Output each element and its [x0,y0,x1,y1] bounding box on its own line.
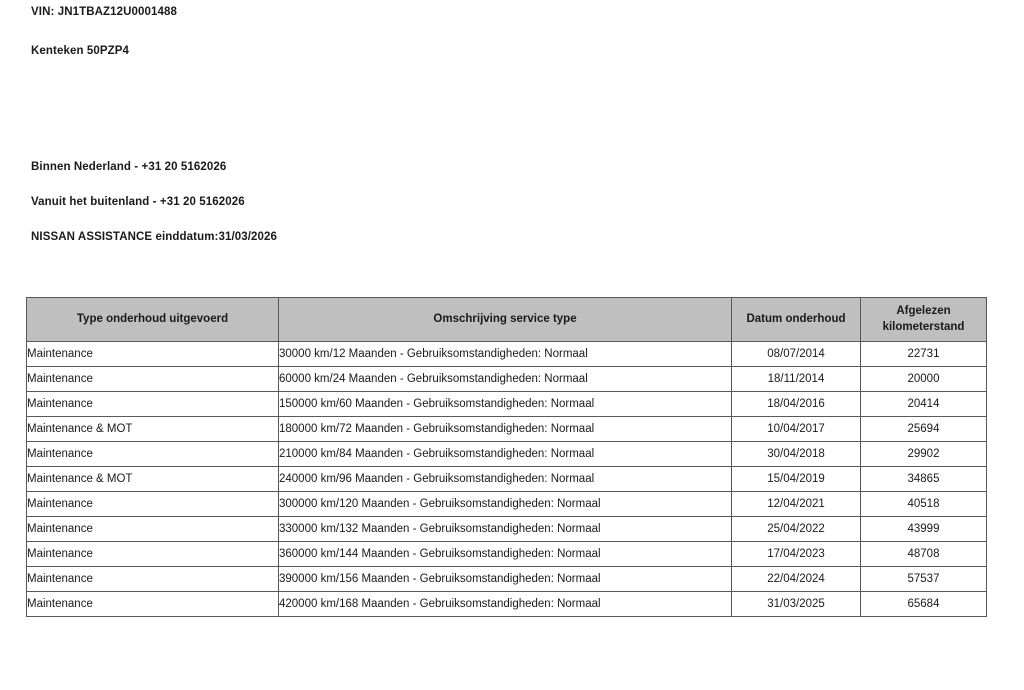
cell-service-description: 390000 km/156 Maanden - Gebruiksomstandi… [278,566,732,592]
table-row: Maintenance & MOT 240000 km/96 Maanden - … [26,466,987,492]
cell-maintenance-type: Maintenance [26,366,279,392]
cell-service-description: 60000 km/24 Maanden - Gebruiksomstandigh… [278,366,732,392]
cell-maintenance-date: 18/04/2016 [731,391,861,417]
table-row: Maintenance 30000 km/12 Maanden - Gebruik… [26,341,987,367]
cell-maintenance-type: Maintenance & MOT [26,416,279,442]
column-header-date: Datum onderhoud [731,297,861,342]
cell-maintenance-date: 30/04/2018 [731,441,861,467]
cell-maintenance-date: 10/04/2017 [731,416,861,442]
table-row: Maintenance & MOT 180000 km/72 Maanden - … [26,416,987,442]
cell-maintenance-date: 18/11/2014 [731,366,861,392]
column-header-odometer-line1: Afgelezen [896,304,951,317]
cell-maintenance-type: Maintenance [26,591,279,617]
column-header-odometer: Afgelezen kilometerstand [860,297,987,342]
cell-maintenance-date: 31/03/2025 [731,591,861,617]
cell-service-description: 240000 km/96 Maanden - Gebruiksomstandig… [278,466,732,492]
table-row: Maintenance 210000 km/84 Maanden - Gebrui… [26,441,987,467]
cell-service-description: 330000 km/132 Maanden - Gebruiksomstandi… [278,516,732,542]
table-row: Maintenance 420000 km/168 Maanden - Gebru… [26,591,987,617]
cell-maintenance-type: Maintenance & MOT [26,466,279,492]
maintenance-history-table: Type onderhoud uitgevoerd Omschrijving s… [26,297,987,617]
cell-service-description: 180000 km/72 Maanden - Gebruiksomstandig… [278,416,732,442]
cell-maintenance-type: Maintenance [26,391,279,417]
cell-odometer-reading: 43999 [860,516,987,542]
cell-odometer-reading: 40518 [860,491,987,517]
cell-odometer-reading: 34865 [860,466,987,492]
cell-maintenance-date: 08/07/2014 [731,341,861,367]
assistance-enddate-line: NISSAN ASSISTANCE einddatum:31/03/2026 [31,231,278,243]
cell-odometer-reading: 22731 [860,341,987,367]
table-row: Maintenance 150000 km/60 Maanden - Gebrui… [26,391,987,417]
table-row: Maintenance 330000 km/132 Maanden - Gebru… [26,516,987,542]
table-body: Maintenance 30000 km/12 Maanden - Gebruik… [26,341,987,617]
table-header: Type onderhoud uitgevoerd Omschrijving s… [26,297,987,342]
table-row: Maintenance 60000 km/24 Maanden - Gebruik… [26,366,987,392]
cell-maintenance-date: 12/04/2021 [731,491,861,517]
table-header-row: Type onderhoud uitgevoerd Omschrijving s… [26,297,987,342]
maintenance-history-section: Type onderhoud uitgevoerd Omschrijving s… [26,297,987,617]
cell-service-description: 360000 km/144 Maanden - Gebruiksomstandi… [278,541,732,567]
cell-odometer-reading: 20414 [860,391,987,417]
cell-service-description: 300000 km/120 Maanden - Gebruiksomstandi… [278,491,732,517]
column-header-type: Type onderhoud uitgevoerd [26,297,279,342]
cell-service-description: 210000 km/84 Maanden - Gebruiksomstandig… [278,441,732,467]
cell-maintenance-type: Maintenance [26,516,279,542]
cell-odometer-reading: 25694 [860,416,987,442]
cell-maintenance-date: 25/04/2022 [731,516,861,542]
cell-service-description: 30000 km/12 Maanden - Gebruiksomstandigh… [278,341,732,367]
cell-odometer-reading: 20000 [860,366,987,392]
table-row: Maintenance 360000 km/144 Maanden - Gebru… [26,541,987,567]
cell-odometer-reading: 48708 [860,541,987,567]
cell-odometer-reading: 65684 [860,591,987,617]
cell-odometer-reading: 57537 [860,566,987,592]
cell-maintenance-type: Maintenance [26,491,279,517]
license-plate-line: Kenteken 50PZP4 [31,45,130,57]
cell-maintenance-type: Maintenance [26,541,279,567]
table-row: Maintenance 300000 km/120 Maanden - Gebru… [26,491,987,517]
vin-line: VIN: JN1TBAZ12U0001488 [31,6,178,18]
cell-maintenance-type: Maintenance [26,341,279,367]
table-row: Maintenance 390000 km/156 Maanden - Gebru… [26,566,987,592]
cell-maintenance-date: 22/04/2024 [731,566,861,592]
cell-service-description: 420000 km/168 Maanden - Gebruiksomstandi… [278,591,732,617]
cell-maintenance-type: Maintenance [26,566,279,592]
assistance-domestic-line: Binnen Nederland - +31 20 5162026 [31,161,227,173]
cell-service-description: 150000 km/60 Maanden - Gebruiksomstandig… [278,391,732,417]
cell-maintenance-date: 17/04/2023 [731,541,861,567]
cell-maintenance-date: 15/04/2019 [731,466,861,492]
cell-odometer-reading: 29902 [860,441,987,467]
cell-maintenance-type: Maintenance [26,441,279,467]
column-header-odometer-line2: kilometerstand [882,320,965,333]
assistance-international-line: Vanuit het buitenland - +31 20 5162026 [31,196,245,208]
column-header-description: Omschrijving service type [278,297,732,342]
